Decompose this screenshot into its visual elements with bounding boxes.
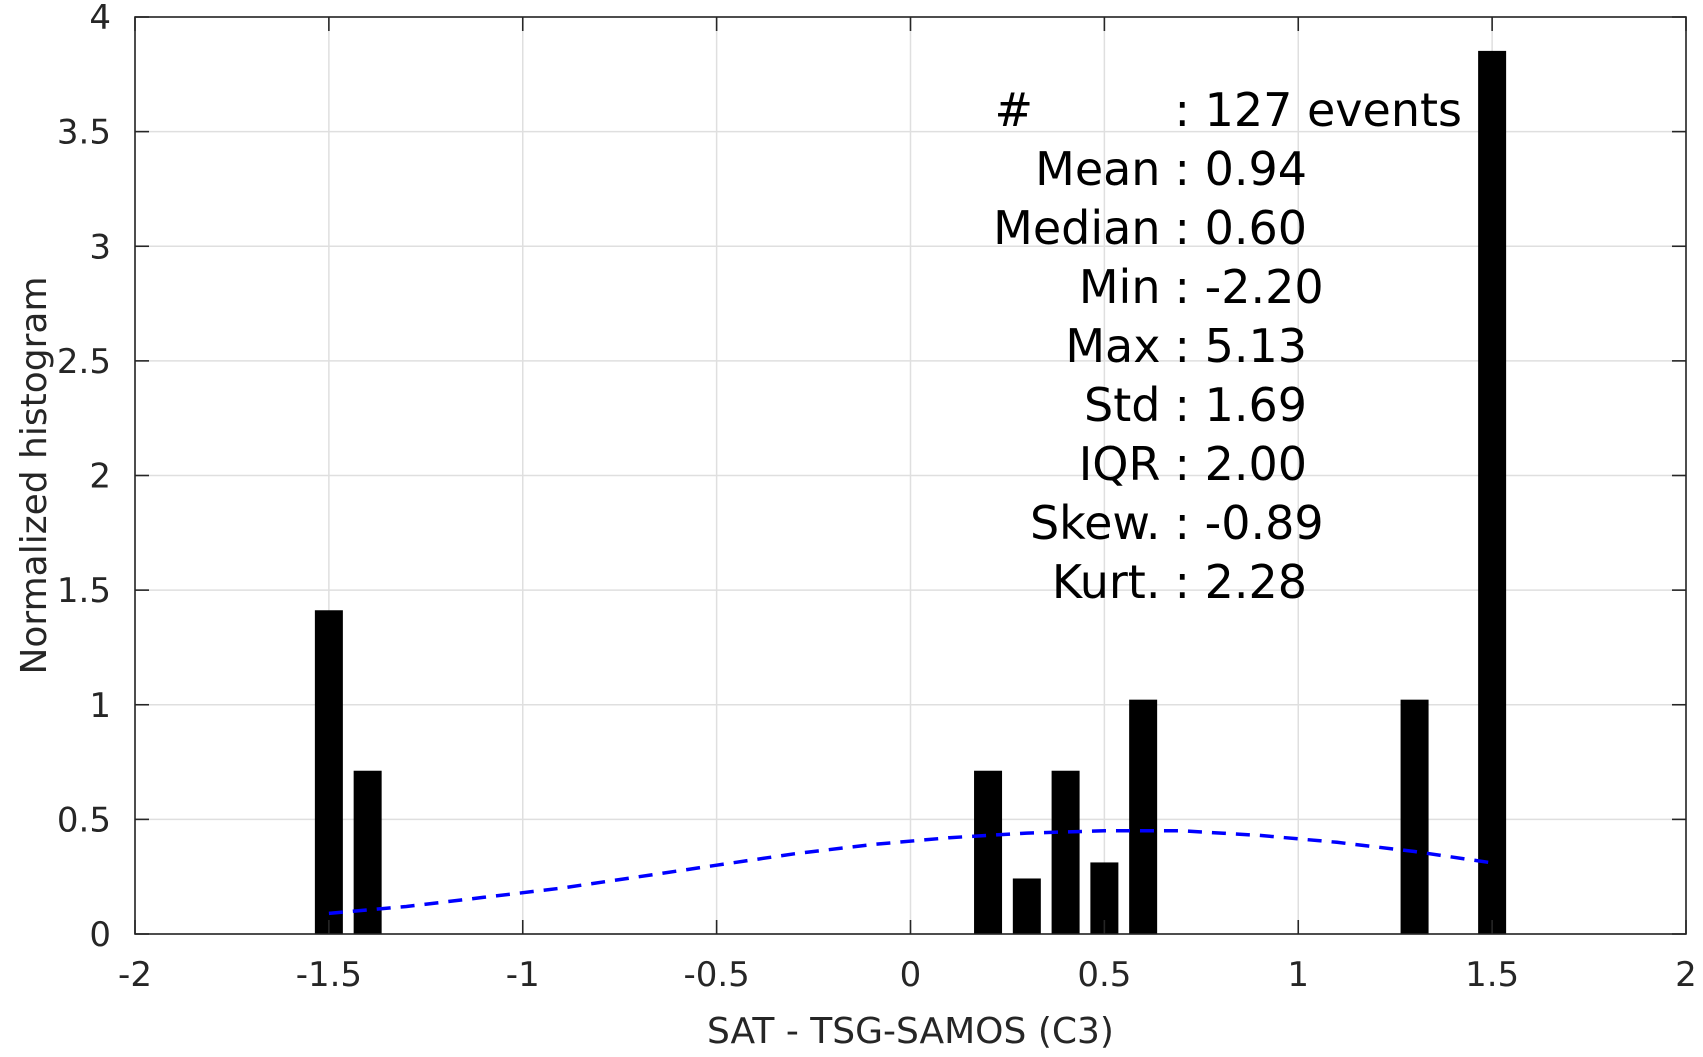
stat-label: IQR	[1079, 437, 1161, 491]
stat-label: Skew.	[1030, 496, 1161, 550]
histogram-bar	[1129, 699, 1158, 935]
normal-fit-curve	[328, 829, 1493, 916]
stat-label: Mean	[1035, 142, 1160, 196]
stat-value: : 1.69	[1174, 378, 1307, 432]
histogram-bar	[1400, 699, 1429, 935]
histogram-bar	[974, 770, 1003, 935]
x-tick-label: 1	[1287, 955, 1309, 995]
x-tick-label: -2	[118, 955, 152, 995]
stat-value: : 2.00	[1174, 437, 1307, 491]
x-tick-label: -0.5	[683, 955, 749, 995]
stat-label: Min	[1079, 260, 1161, 314]
y-axis-label: Normalized histogram	[14, 276, 55, 674]
y-tick-label: 0.5	[57, 800, 111, 840]
histogram-bars	[314, 50, 1507, 935]
histogram-bar	[1051, 770, 1080, 935]
stat-value: : 2.28	[1174, 555, 1307, 609]
y-tick-label: 3	[89, 227, 111, 267]
fit-curve	[328, 829, 1493, 916]
x-tick-label: 2	[1675, 955, 1697, 995]
stat-label: Std	[1084, 378, 1160, 432]
histogram-bar	[353, 770, 382, 935]
stat-value: : -2.20	[1174, 260, 1323, 314]
x-tick-label: -1	[506, 955, 540, 995]
x-tick-label: 0.5	[1077, 955, 1131, 995]
stat-value: : -0.89	[1174, 496, 1323, 550]
y-tick-label: 3.5	[57, 113, 111, 153]
stat-label: Median	[993, 201, 1160, 255]
histogram-bar	[1478, 50, 1507, 935]
stat-label: #	[994, 83, 1033, 137]
x-tick-label: 1.5	[1465, 955, 1519, 995]
histogram-bar	[314, 610, 343, 935]
stat-label: Kurt.	[1052, 555, 1161, 609]
y-tick-label: 1	[89, 686, 111, 726]
histogram-bar	[1012, 878, 1041, 935]
y-tick-label: 2.5	[57, 342, 111, 382]
x-axis-label: SAT - TSG-SAMOS (C3)	[707, 1011, 1114, 1052]
axes	[134, 16, 1687, 935]
y-tick-label: 4	[89, 0, 111, 38]
y-tick-label: 1.5	[57, 571, 111, 611]
tick-labels: -2 -1.5 -1 -0.5 0 0.5 1 1.5 2 0 0.5 1 1.5 2 2.5 3 3.5 4	[57, 0, 1697, 995]
x-tick-label: -1.5	[296, 955, 362, 995]
stat-value: : 0.94	[1174, 142, 1307, 196]
stat-value: : 5.13	[1174, 319, 1307, 373]
y-tick-label: 0	[89, 915, 111, 955]
x-tick-label: 0	[900, 955, 922, 995]
y-tick-label: 2	[89, 457, 111, 497]
stat-value: : 127 events	[1174, 83, 1462, 137]
stat-label: Max	[1065, 319, 1160, 373]
stat-value: : 0.60	[1174, 201, 1307, 255]
